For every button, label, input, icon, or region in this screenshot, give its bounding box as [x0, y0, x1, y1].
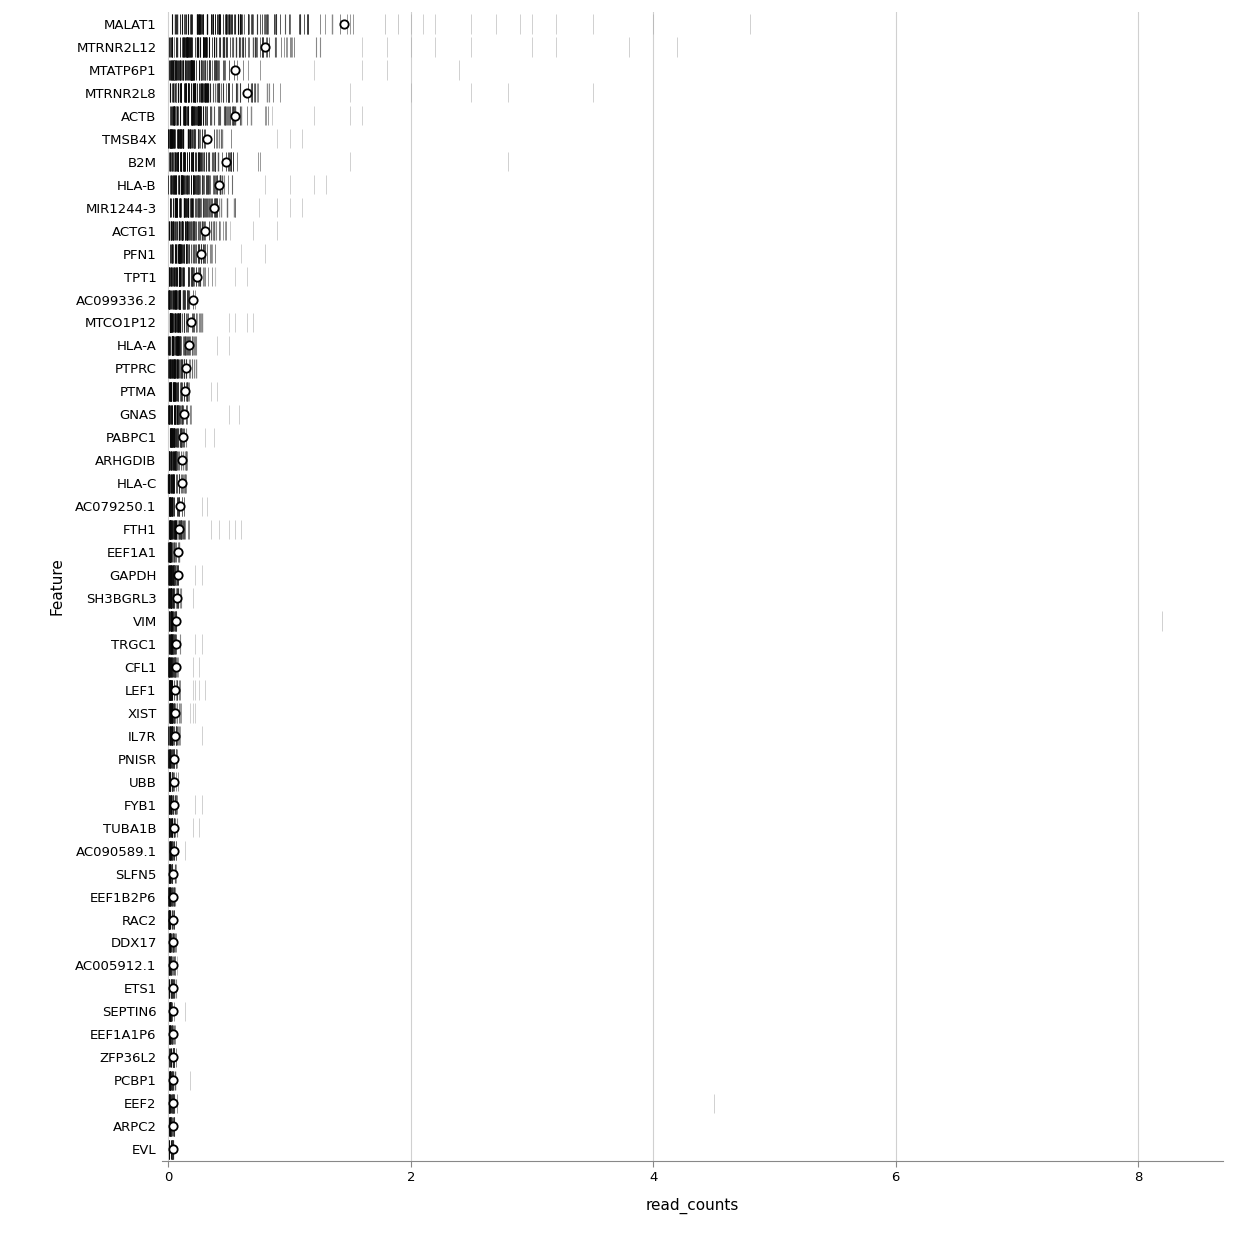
Y-axis label: Feature: Feature — [49, 558, 64, 615]
X-axis label: read_counts: read_counts — [646, 1198, 739, 1214]
